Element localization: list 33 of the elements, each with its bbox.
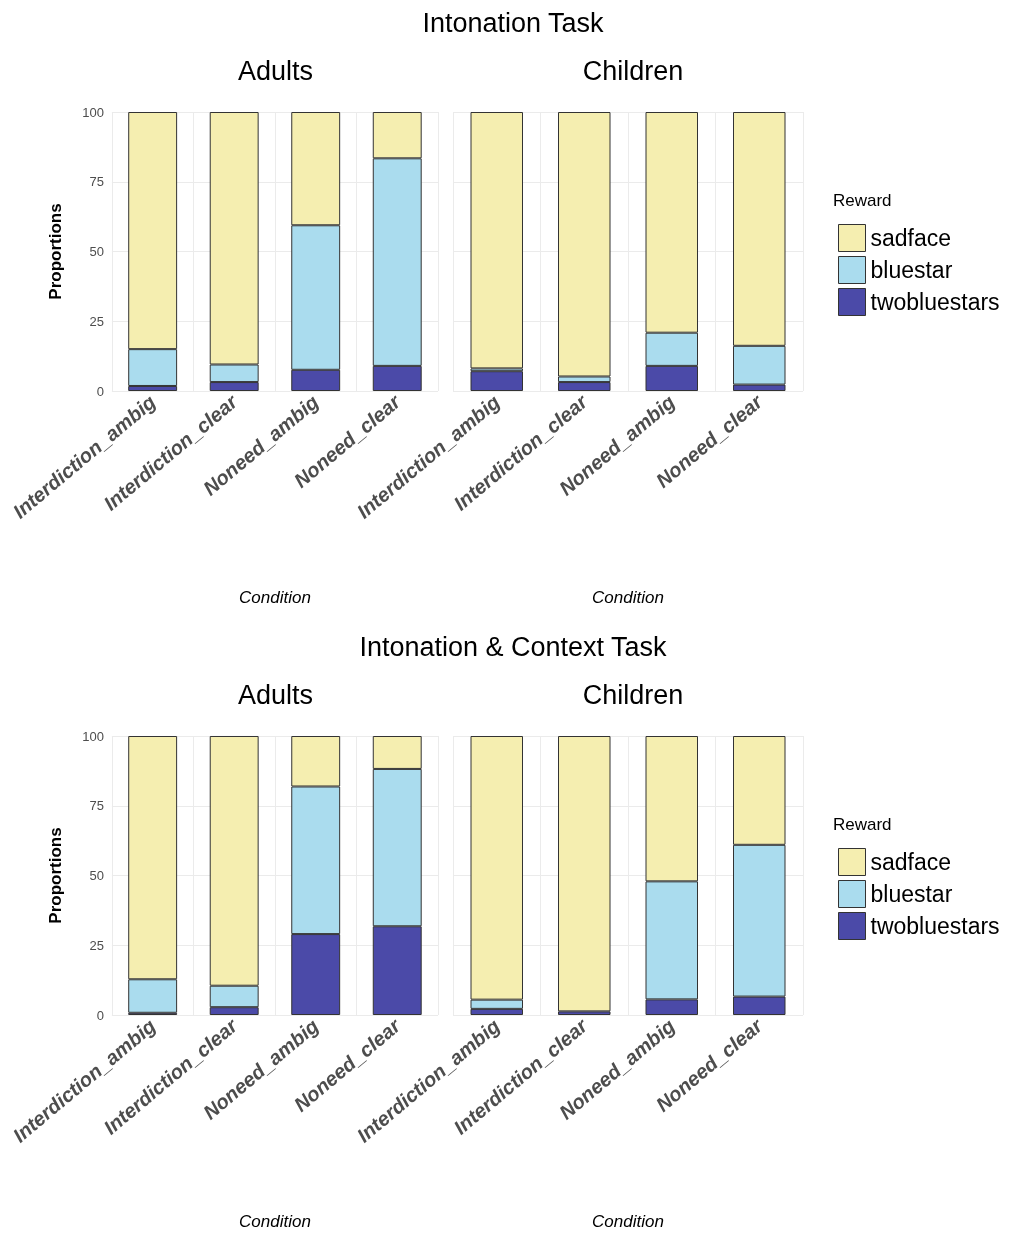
- bar: [470, 112, 523, 369]
- bar: [470, 371, 523, 391]
- chart-title: Adults: [237, 679, 314, 710]
- legend-label: sadface: [870, 225, 952, 251]
- legend-label: sadface: [870, 849, 952, 875]
- x-axis-title: Condition: [592, 588, 664, 607]
- text: Intonation Task: [421, 8, 605, 39]
- legend-title: Reward: [833, 191, 892, 210]
- y-tick-label: 50: [89, 244, 104, 259]
- y-tick-label: 25: [89, 313, 104, 329]
- x-axis-title: Condition: [239, 1212, 311, 1231]
- y-tick-label: 50: [89, 868, 104, 883]
- y-axis-title: Proportions: [45, 827, 65, 924]
- bar: [558, 736, 611, 1012]
- y-tick-label: 25: [89, 937, 104, 953]
- legend-label: twobluestars: [870, 913, 1000, 939]
- legend-title: Reward: [833, 815, 892, 834]
- chart-title: Children: [582, 679, 684, 710]
- legend-label: bluestar: [870, 881, 953, 907]
- y-tick-label: 0: [96, 1007, 104, 1023]
- text: Intonation & Context Task: [358, 632, 668, 663]
- y-tick-label: 100: [82, 728, 104, 744]
- chart-title: Adults: [237, 55, 314, 86]
- y-tick-label: 0: [96, 383, 104, 399]
- legend-label: bluestar: [870, 257, 953, 283]
- x-axis-title: Condition: [592, 1212, 664, 1231]
- y-tick-label: 100: [82, 104, 104, 120]
- y-tick-label: 75: [89, 174, 104, 190]
- chart-title: Children: [582, 55, 684, 86]
- legend-label: twobluestars: [870, 289, 1000, 315]
- x-axis-title: Condition: [239, 588, 311, 607]
- y-tick-label: 75: [89, 798, 104, 814]
- y-axis-title: Proportions: [45, 203, 65, 300]
